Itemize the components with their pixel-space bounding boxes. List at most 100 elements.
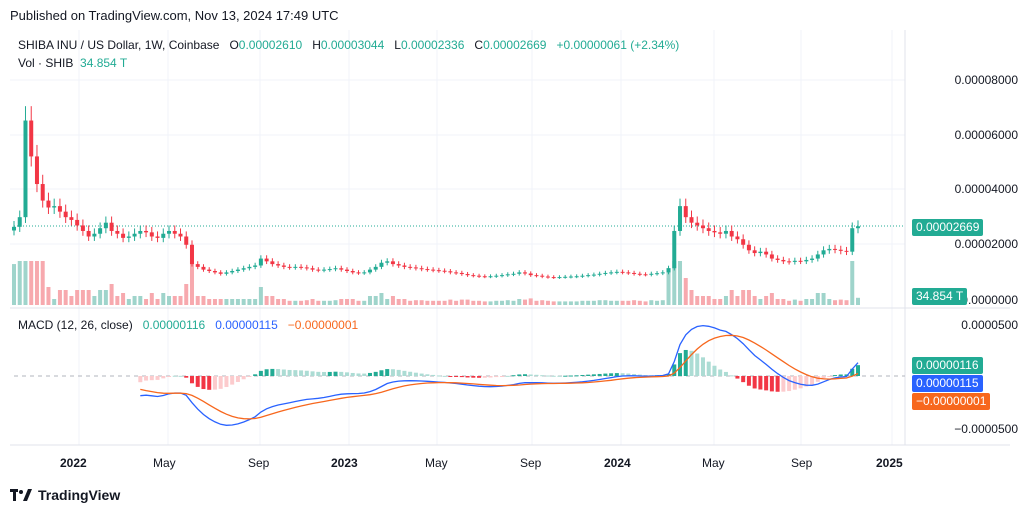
candle-body — [586, 275, 591, 277]
time-tick: 2023 — [331, 456, 358, 470]
time-tick: Sep — [520, 456, 542, 470]
volume-bar — [92, 296, 97, 305]
candle-body — [787, 261, 792, 263]
macd-hist-bar — [482, 376, 487, 378]
volume-bar — [373, 296, 378, 305]
macd-hist-bar — [442, 375, 447, 377]
volume-bar — [408, 300, 413, 305]
macd-hist-bar — [574, 375, 579, 377]
volume-bar — [700, 296, 705, 305]
symbol-title[interactable]: SHIBA INU / US Dollar, 1W, Coinbase — [18, 38, 220, 52]
volume-bar — [833, 300, 838, 305]
candle-body — [683, 206, 688, 218]
candle-body — [672, 230, 677, 269]
macd-hist-bar — [620, 373, 625, 376]
macd-hist-bar — [201, 376, 206, 390]
macd-hist-bar — [345, 372, 350, 376]
volume-bar — [356, 300, 361, 305]
volume-bar — [660, 300, 665, 305]
macd-hist-bar — [609, 373, 614, 376]
macd-hist-bar — [327, 371, 332, 376]
high-value: 0.00003044 — [320, 38, 385, 52]
volume-bar — [212, 299, 217, 305]
candles — [12, 106, 860, 279]
macd-legend-hist: −0.00000001 — [287, 318, 359, 332]
candle-body — [723, 230, 728, 234]
volume-bar — [402, 299, 407, 305]
volume-bar — [201, 296, 206, 305]
time-tick: 2024 — [604, 456, 631, 470]
candle-body — [149, 232, 154, 237]
macd-hist-bar — [276, 369, 281, 376]
candle-body — [568, 276, 573, 278]
macd-hist-bar — [253, 374, 258, 376]
candle-body — [408, 266, 413, 268]
candle-body — [655, 273, 660, 275]
candle-body — [235, 269, 240, 272]
candle-body — [695, 222, 700, 226]
candle-body — [253, 265, 258, 267]
open-value: 0.00002610 — [238, 38, 303, 52]
macd-label[interactable]: MACD (12, 26, close) — [18, 318, 133, 332]
volume-bar — [167, 296, 172, 305]
volume-bar — [844, 300, 849, 305]
volume-bar — [270, 296, 275, 305]
volume-bar — [637, 300, 642, 305]
macd-hist-bar — [235, 376, 240, 382]
macd-hist-bar — [264, 369, 269, 376]
volume-bar — [109, 284, 114, 305]
candle-body — [810, 258, 815, 260]
macd-hist-bar — [666, 373, 671, 376]
volume-bar — [792, 299, 797, 305]
volume-bar — [390, 296, 395, 305]
volume-bar — [253, 299, 258, 305]
volume-bar — [12, 264, 16, 305]
candle-body — [379, 262, 384, 267]
macd-hist-bar — [672, 364, 677, 376]
volume-bar — [574, 301, 579, 305]
volume-bar — [431, 300, 436, 305]
volume-bar — [718, 299, 723, 305]
volume-bar — [758, 299, 763, 305]
macd-hist-bar — [373, 371, 378, 376]
macd-hist-bar — [597, 373, 602, 376]
price-tick: 0.00002000 — [954, 237, 1018, 251]
volume-bar — [746, 290, 751, 305]
candle-body — [844, 250, 849, 252]
volume-bar — [138, 296, 143, 305]
macd-hist-bar — [700, 357, 705, 376]
candle-body — [362, 272, 367, 274]
macd-hist-bar — [563, 375, 568, 377]
candle-body — [522, 272, 527, 274]
volume-bar — [178, 296, 183, 305]
macd-hist-bar — [425, 374, 430, 376]
candle-body — [712, 230, 717, 233]
volume-bar — [276, 299, 281, 305]
macd-hist-bar — [379, 370, 384, 376]
macd-hist-bar — [138, 376, 143, 383]
macd-hist-bar — [706, 361, 711, 376]
macd-hist-bar — [551, 375, 556, 377]
macd-hist-bar — [471, 376, 476, 378]
macd-hist-bar — [844, 374, 849, 376]
candle-body — [666, 268, 671, 273]
time-tick: Sep — [248, 456, 270, 470]
candle-body — [230, 271, 235, 273]
macd-hist-bar — [172, 375, 177, 377]
candle-body — [752, 250, 757, 254]
volume-bar — [247, 299, 252, 305]
volume-label[interactable]: Vol · SHIB — [18, 56, 74, 70]
candle-body — [109, 222, 114, 231]
macd-hist-bar — [735, 376, 740, 379]
volume-bar — [586, 300, 591, 305]
candle-body — [373, 266, 378, 270]
macd-hist-bar — [758, 376, 763, 390]
candle-body — [545, 276, 550, 278]
volume-bar — [678, 261, 683, 305]
volume-legend: Vol · SHIB 34.854 T — [18, 56, 127, 70]
change-value: +0.00000061 (+2.34%) — [556, 38, 680, 52]
tradingview-logo[interactable]: TradingView — [10, 487, 120, 503]
candle-body — [339, 268, 344, 270]
candle-body — [764, 251, 769, 255]
